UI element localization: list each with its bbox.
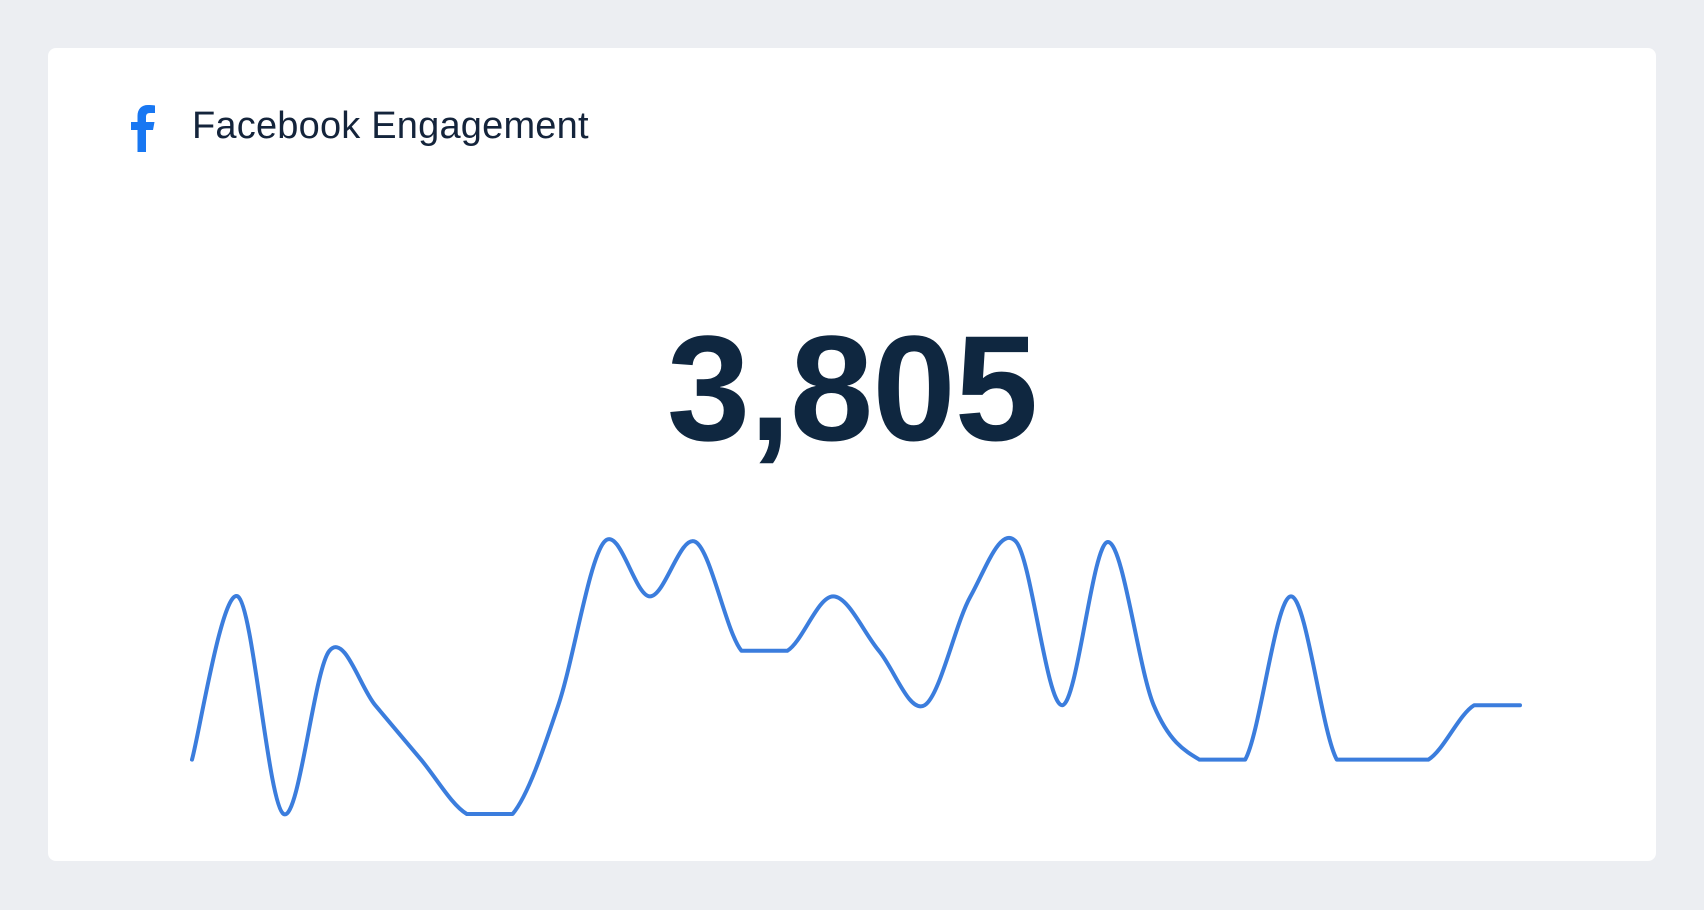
engagement-value: 3,805 [666, 304, 1038, 472]
sparkline-series-line [190, 535, 1522, 817]
card-header: Facebook Engagement [120, 100, 589, 152]
engagement-card: Facebook Engagement 3,805 [48, 48, 1656, 861]
facebook-icon [120, 100, 168, 152]
widget-title: Facebook Engagement [192, 105, 589, 147]
sparkline-chart [190, 535, 1522, 817]
